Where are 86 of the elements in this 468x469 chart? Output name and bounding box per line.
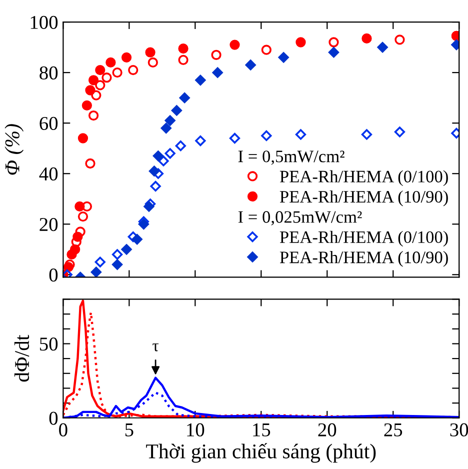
point (328, 37, 339, 48)
point (295, 129, 306, 140)
point (145, 47, 156, 58)
y-tick-label: 100 (30, 16, 58, 29)
point (164, 115, 176, 126)
point (178, 43, 188, 54)
y-tick-label: 80 (40, 66, 58, 80)
point (121, 52, 132, 62)
point (128, 64, 138, 76)
y-tick-label: 40 (39, 167, 58, 181)
point (328, 47, 340, 58)
point (211, 50, 222, 60)
point (195, 135, 206, 146)
point (178, 54, 188, 66)
point (112, 259, 123, 270)
point (132, 234, 142, 245)
y-tick-label: 0 (49, 268, 58, 282)
y-axis-title: dΦ/dt (14, 334, 30, 382)
point (94, 256, 106, 268)
point (121, 244, 132, 255)
point (362, 33, 372, 44)
point (195, 74, 206, 86)
legend-label: PEA-Rh/HEMA (10/90) (280, 251, 448, 267)
y-tick-label: 0 (49, 412, 58, 425)
y-axis-title: Φ (%) (4, 124, 24, 175)
point (106, 57, 116, 68)
point (102, 72, 112, 83)
x-tick-label: 25 (384, 423, 402, 436)
point (150, 180, 161, 192)
point (82, 100, 92, 110)
x-axis-title: Thời gian chiếu sáng (phút) (146, 443, 376, 463)
x-tick-label: 15 (253, 423, 270, 436)
annotation: I = 0,025mW/cm² (238, 211, 362, 226)
point (377, 42, 388, 53)
point (175, 140, 186, 152)
point (72, 232, 83, 242)
point (296, 37, 306, 48)
legend-label: PEA-Rh/HEMA (0/100) (280, 170, 448, 186)
point (148, 57, 158, 68)
y-tick-label: 20 (40, 218, 58, 232)
point (229, 132, 240, 144)
point (171, 105, 182, 116)
point (90, 266, 102, 278)
point (148, 166, 160, 176)
point (361, 129, 372, 140)
point (85, 85, 96, 96)
x-tick-label: 5 (125, 424, 134, 436)
point (261, 130, 272, 142)
point (152, 150, 164, 162)
point (78, 133, 88, 144)
point (82, 201, 92, 212)
point (95, 64, 106, 76)
x-tick-label: 10 (187, 423, 204, 436)
legend-label: PEA-Rh/HEMA (10/90) (280, 190, 448, 206)
point (144, 201, 154, 212)
point (112, 249, 123, 260)
point (160, 122, 172, 134)
x-tick-label: 30 (450, 423, 468, 436)
point (74, 201, 85, 212)
point (179, 92, 190, 104)
point (164, 148, 176, 159)
point (85, 158, 96, 169)
point (78, 211, 88, 222)
point (158, 156, 169, 166)
point (230, 40, 240, 50)
point (394, 126, 406, 138)
point (63, 262, 74, 272)
point (75, 226, 86, 237)
point (112, 67, 122, 78)
point (394, 34, 405, 45)
point (91, 90, 102, 100)
y-tick-label: 50 (40, 338, 58, 351)
point (261, 44, 272, 55)
point (138, 218, 150, 230)
legend-label: PEA-Rh/HEMA (0/100) (280, 230, 448, 247)
y-tick-label: 60 (40, 116, 58, 130)
point (95, 80, 106, 90)
point (70, 244, 80, 254)
annotation: I = 0,5mW/cm² (238, 150, 344, 165)
x-tick-label: 20 (318, 423, 336, 436)
point (88, 75, 99, 86)
point (245, 60, 256, 70)
point (278, 52, 289, 63)
point (88, 110, 99, 121)
x-tick-label: 0 (59, 423, 68, 436)
point (212, 67, 223, 78)
